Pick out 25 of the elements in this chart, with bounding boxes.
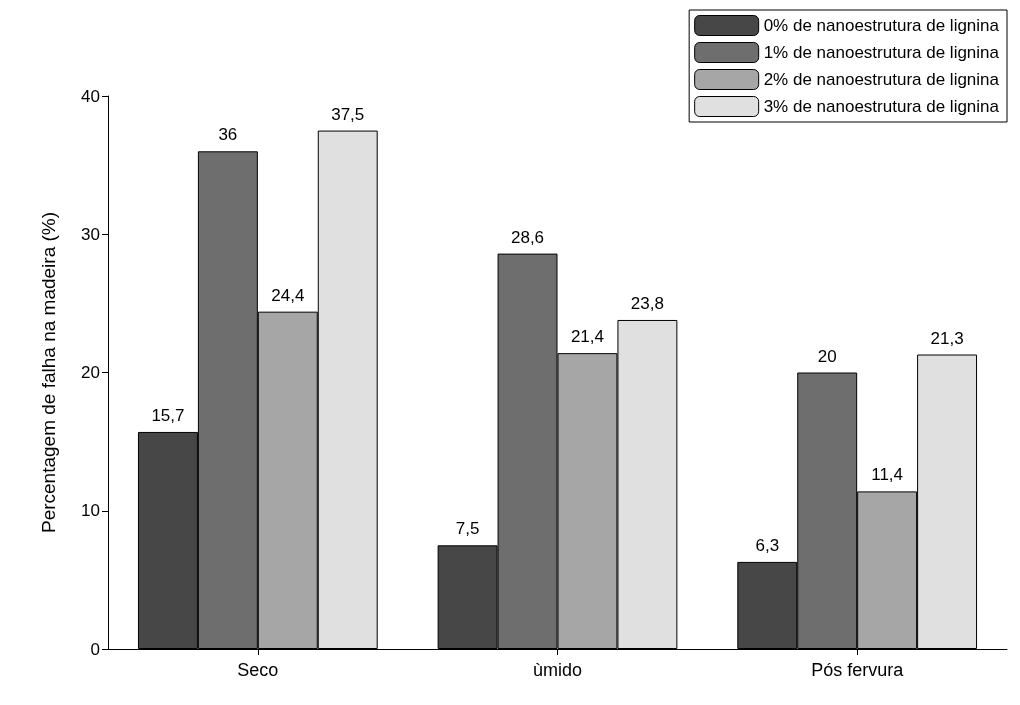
legend-label: 0% de nanoestrutura de lignina <box>763 16 1000 35</box>
y-axis-title: Percentagem de falha na madeira (%) <box>38 211 59 534</box>
data-label: 36 <box>218 125 238 145</box>
legend-label: 2% de nanoestrutura de lignina <box>763 70 1000 89</box>
data-label: 6,3 <box>755 535 780 555</box>
data-label: 20 <box>817 346 837 366</box>
y-tick-label: 20 <box>81 363 100 382</box>
data-label: 15,7 <box>151 405 185 425</box>
data-label: 21,3 <box>930 328 964 348</box>
x-tick-label: ùmido <box>532 660 583 680</box>
legend-label: 1% de nanoestrutura de lignina <box>763 43 1000 62</box>
data-label: 23,8 <box>630 293 664 313</box>
data-label: 11,4 <box>871 465 904 485</box>
data-label: 28,6 <box>510 227 545 247</box>
y-tick-label: 0 <box>90 639 100 659</box>
data-label: 21,4 <box>570 327 605 347</box>
data-label: 24,4 <box>271 285 305 305</box>
y-tick-label: 30 <box>81 224 100 244</box>
data-label: 7,5 <box>455 519 480 539</box>
x-tick-label: Pós fervura <box>811 660 905 680</box>
y-tick-label: 40 <box>81 86 100 106</box>
x-tick-label: Seco <box>237 660 279 680</box>
legend-label: 3% de nanoestrutura de lignina <box>763 97 1000 116</box>
data-label: 37,5 <box>331 104 365 124</box>
y-tick-label: 10 <box>81 501 100 521</box>
